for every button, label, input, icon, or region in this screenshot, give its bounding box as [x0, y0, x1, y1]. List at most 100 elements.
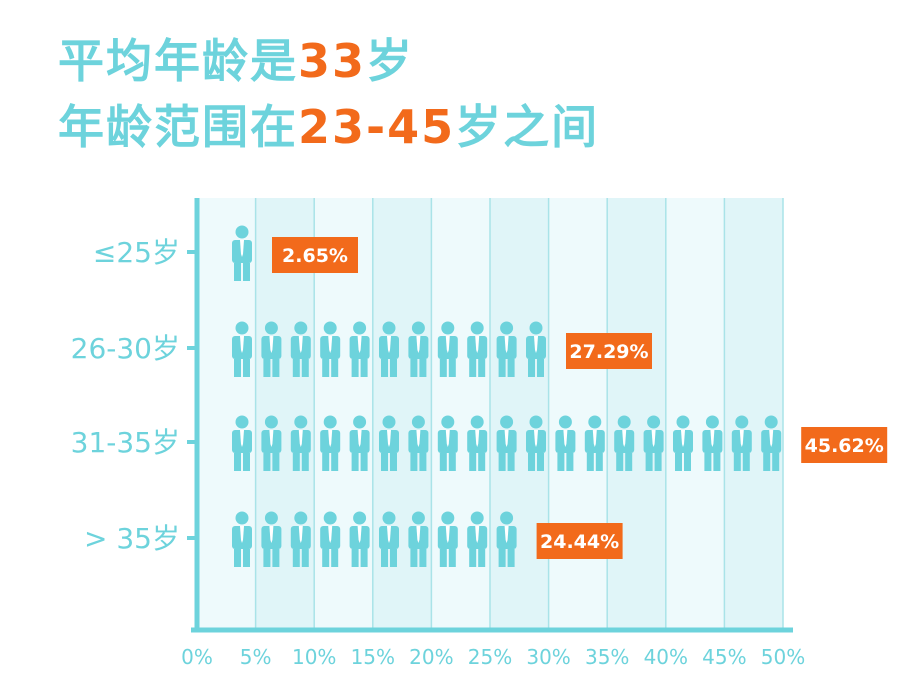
person-icon [731, 415, 752, 471]
person-head [382, 415, 396, 429]
person-icon [496, 321, 517, 377]
person-head [235, 225, 249, 239]
person-leg-right [419, 549, 427, 567]
person-leg-left [351, 549, 359, 567]
x-tick-label: 10% [292, 645, 336, 669]
person-head [529, 415, 543, 429]
plot-band [665, 198, 725, 628]
person-head [441, 511, 455, 525]
person-leg-left [439, 453, 447, 471]
person-icon [614, 415, 635, 471]
person-tie [269, 336, 274, 353]
person-leg-right [478, 549, 486, 567]
person-head [617, 415, 631, 429]
x-tick-label: 15% [351, 645, 395, 669]
person-tie [622, 430, 627, 447]
person-leg-left [234, 453, 241, 471]
person-leg-left [675, 453, 682, 471]
person-leg-left [234, 359, 241, 377]
category-label: 31-35岁 [71, 426, 180, 459]
category-label: 26-30岁 [71, 332, 180, 365]
person-leg-right [331, 453, 339, 471]
person-tie [416, 526, 421, 543]
person-leg-right [478, 359, 486, 377]
person-icon [496, 511, 517, 567]
person-head [470, 415, 484, 429]
person-icon [379, 415, 399, 471]
person-icon [232, 225, 252, 281]
person-icon [496, 415, 517, 471]
person-tie [298, 526, 303, 543]
plot-band [724, 198, 783, 628]
person-leg-right [301, 453, 309, 471]
person-tie [651, 430, 656, 447]
person-leg-right [301, 549, 309, 567]
person-leg-left [263, 453, 271, 471]
person-leg-right [772, 453, 780, 471]
person-icon [232, 511, 252, 567]
person-leg-left [381, 549, 388, 567]
value-label: 45.62% [805, 435, 884, 457]
person-leg-left [439, 359, 447, 377]
person-tie [445, 336, 450, 353]
person-icon [673, 415, 693, 471]
person-leg-left [263, 359, 271, 377]
person-icon [467, 511, 488, 567]
person-tie [769, 430, 774, 447]
person-head [470, 511, 484, 525]
headline-average-age: 平均年龄是33岁 [58, 38, 414, 84]
person-head [500, 511, 514, 525]
person-tie [534, 336, 538, 353]
person-tie [357, 526, 362, 543]
person-leg-left [234, 263, 241, 281]
person-tie [387, 526, 391, 543]
person-tie [240, 336, 244, 353]
person-leg-left [322, 549, 330, 567]
person-icon [379, 511, 399, 567]
person-leg-left [469, 359, 477, 377]
x-tick-label: 35% [585, 645, 629, 669]
headline-age-range: 年龄范围在23-45岁之间 [58, 104, 599, 150]
person-tie [563, 430, 568, 447]
person-head [411, 415, 425, 429]
person-head [264, 321, 278, 335]
person-leg-right [713, 453, 721, 471]
person-leg-right [507, 359, 515, 377]
person-tie [592, 430, 597, 447]
person-leg-right [419, 453, 427, 471]
person-leg-left [528, 359, 535, 377]
person-tie [504, 430, 509, 447]
person-head [441, 415, 455, 429]
person-leg-left [292, 359, 300, 377]
person-tie [504, 336, 509, 353]
person-leg-right [654, 453, 662, 471]
person-tie [387, 430, 391, 447]
value-label-box [272, 237, 358, 273]
person-leg-right [301, 359, 309, 377]
x-tick-label: 25% [468, 645, 512, 669]
person-leg-left [381, 453, 388, 471]
person-icon [349, 415, 370, 471]
person-icon [290, 321, 311, 377]
person-leg-left [439, 549, 447, 567]
person-leg-right [537, 359, 544, 377]
headline-average-age-text: 平均年龄是 [58, 34, 298, 88]
person-tie [357, 336, 362, 353]
person-icon [408, 415, 429, 471]
person-leg-left [498, 453, 506, 471]
person-tie [240, 430, 244, 447]
value-label: 24.44% [540, 531, 619, 553]
person-tie [240, 240, 244, 257]
person-leg-left [234, 549, 241, 567]
person-leg-right [243, 359, 250, 377]
person-icon [437, 511, 458, 567]
person-tie [710, 430, 715, 447]
person-tie [328, 430, 333, 447]
headline-average-age-unit: 岁 [366, 34, 415, 88]
person-leg-right [595, 453, 603, 471]
person-tie [475, 526, 480, 543]
person-icon [702, 415, 723, 471]
person-head [500, 415, 514, 429]
person-icon [526, 321, 546, 377]
person-tie [328, 336, 333, 353]
